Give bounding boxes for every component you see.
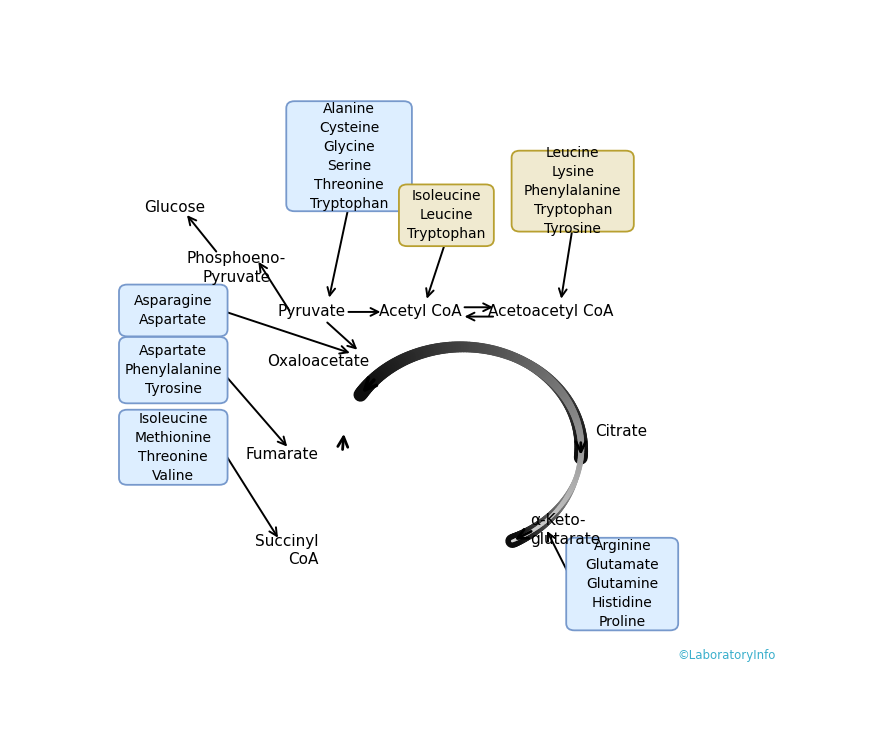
Text: Succinyl
CoA: Succinyl CoA: [255, 534, 318, 568]
Text: Pyruvate: Pyruvate: [278, 305, 345, 320]
Text: Asparagine
Aspartate: Asparagine Aspartate: [134, 294, 212, 327]
Text: Phosphoeno-
Pyruvate: Phosphoeno- Pyruvate: [187, 252, 286, 285]
FancyBboxPatch shape: [566, 538, 678, 631]
FancyBboxPatch shape: [119, 337, 227, 403]
Text: Isoleucine
Leucine
Tryptophan: Isoleucine Leucine Tryptophan: [407, 189, 485, 241]
Text: Aspartate
Phenylalanine
Tyrosine: Aspartate Phenylalanine Tyrosine: [124, 344, 222, 396]
Text: Fumarate: Fumarate: [246, 447, 318, 462]
FancyBboxPatch shape: [399, 184, 494, 246]
FancyBboxPatch shape: [119, 410, 227, 485]
Text: Acetyl CoA: Acetyl CoA: [380, 305, 463, 320]
Text: Isoleucine
Methionine
Threonine
Valine: Isoleucine Methionine Threonine Valine: [135, 412, 211, 482]
Text: Oxaloacetate: Oxaloacetate: [267, 354, 370, 369]
FancyBboxPatch shape: [286, 101, 412, 211]
Text: α-Keto-
glutarate: α-Keto- glutarate: [530, 513, 600, 547]
Text: ©LaboratoryInfo: ©LaboratoryInfo: [677, 649, 776, 662]
Text: Citrate: Citrate: [595, 424, 647, 438]
Text: Acetoacetyl CoA: Acetoacetyl CoA: [488, 305, 613, 320]
FancyBboxPatch shape: [512, 150, 633, 231]
FancyBboxPatch shape: [119, 284, 227, 336]
Text: Alanine
Cysteine
Glycine
Serine
Threonine
Tryptophan: Alanine Cysteine Glycine Serine Threonin…: [310, 102, 389, 211]
Text: Glucose: Glucose: [144, 200, 205, 215]
Text: Arginine
Glutamate
Glutamine
Histidine
Proline: Arginine Glutamate Glutamine Histidine P…: [585, 539, 659, 629]
Text: Leucine
Lysine
Phenylalanine
Tryptophan
Tyrosine: Leucine Lysine Phenylalanine Tryptophan …: [524, 146, 621, 236]
